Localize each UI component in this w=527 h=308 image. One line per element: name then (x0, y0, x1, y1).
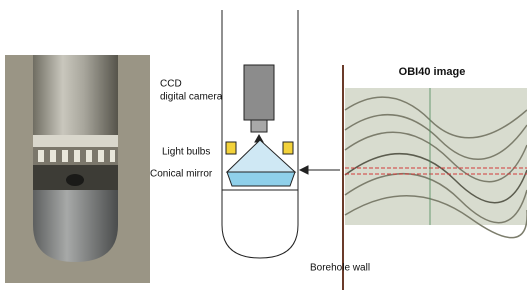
label-conical-mirror: Conical mirror (150, 169, 213, 180)
obi40-image (344, 88, 527, 239)
label-light-bulbs: Light bulbs (162, 147, 210, 158)
label-borehole-wall: Borehole wall (310, 263, 370, 274)
label-image-title: OBI40 image (399, 66, 466, 78)
label-camera: digital camera (160, 92, 223, 103)
label-ccd: CCD (160, 79, 182, 90)
probe-photo (5, 55, 150, 283)
probe-schematic (221, 10, 340, 259)
